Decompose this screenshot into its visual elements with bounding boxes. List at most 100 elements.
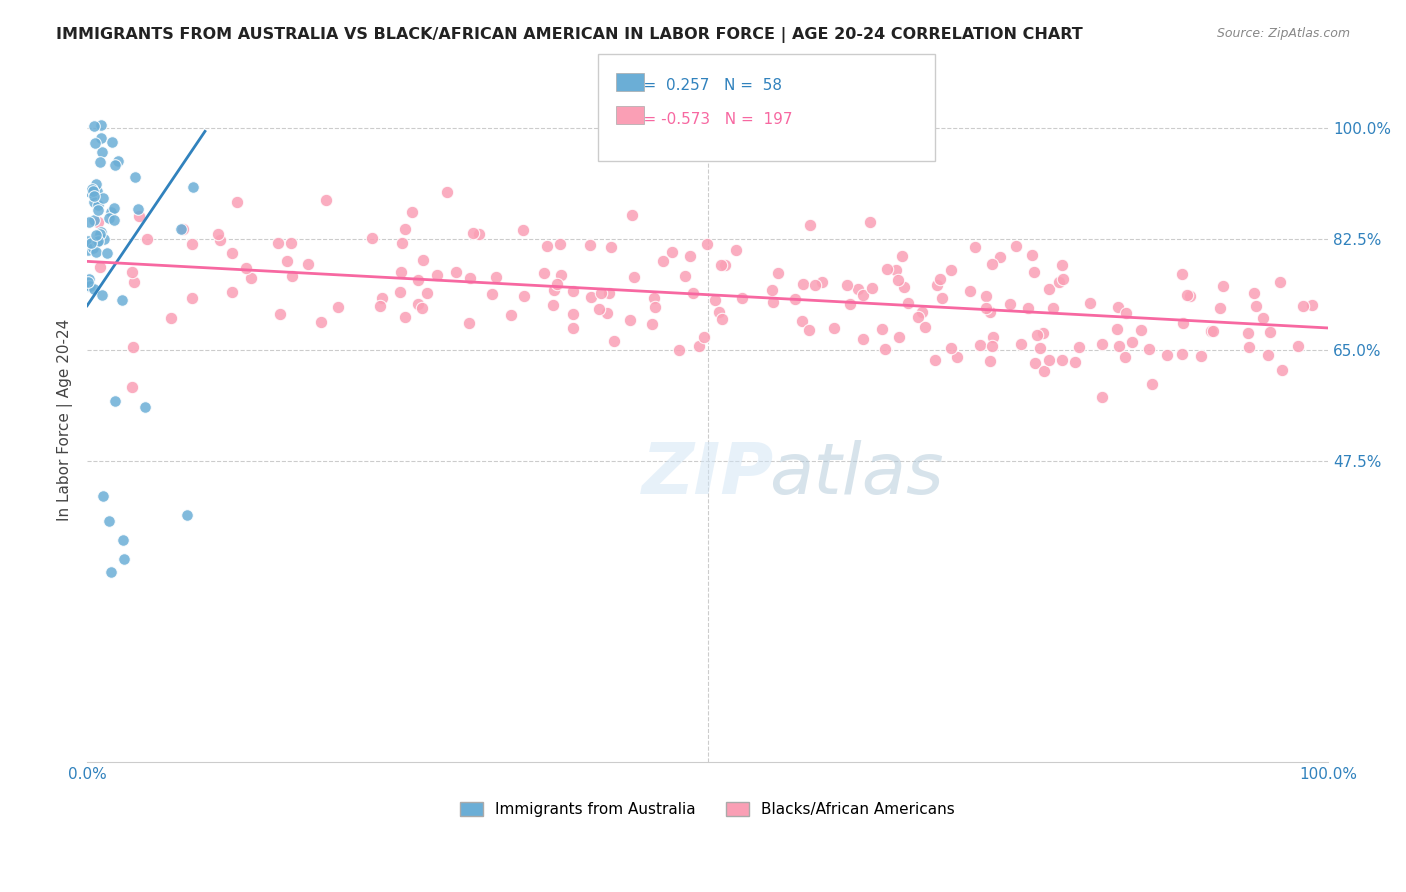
Blacks/African Americans — [122, 340, 145, 354]
Blacks/African Americans — [711, 311, 734, 326]
Blacks/African Americans — [1301, 298, 1323, 312]
Immigrants from Australia — [83, 119, 105, 133]
Blacks/African Americans — [709, 258, 731, 272]
Blacks/African Americans — [391, 236, 413, 251]
Immigrants from Australia — [97, 211, 120, 225]
Blacks/African Americans — [550, 268, 572, 282]
Blacks/African Americans — [1078, 295, 1101, 310]
Immigrants from Australia — [79, 185, 101, 199]
Blacks/African Americans — [513, 288, 536, 302]
Blacks/African Americans — [981, 257, 1004, 271]
Blacks/African Americans — [979, 305, 1001, 319]
Blacks/African Americans — [790, 314, 813, 328]
Blacks/African Americans — [862, 280, 884, 294]
Blacks/African Americans — [221, 246, 243, 260]
Blacks/African Americans — [543, 283, 565, 297]
Blacks/African Americans — [1175, 287, 1198, 301]
Text: IMMIGRANTS FROM AUSTRALIA VS BLACK/AFRICAN AMERICAN IN LABOR FORCE | AGE 20-24 C: IMMIGRANTS FROM AUSTRALIA VS BLACK/AFRIC… — [56, 27, 1083, 43]
Blacks/African Americans — [1243, 285, 1265, 300]
Blacks/African Americans — [804, 277, 827, 292]
Blacks/African Americans — [1156, 348, 1178, 362]
Blacks/African Americans — [707, 304, 730, 318]
Blacks/African Americans — [180, 236, 202, 251]
Blacks/African Americans — [267, 236, 290, 251]
Immigrants from Australia — [96, 246, 118, 260]
Legend: Immigrants from Australia, Blacks/African Americans: Immigrants from Australia, Blacks/Africa… — [454, 796, 962, 823]
Immigrants from Australia — [90, 131, 112, 145]
Blacks/African Americans — [136, 231, 159, 245]
Immigrants from Australia — [83, 189, 105, 203]
Blacks/African Americans — [988, 250, 1011, 264]
Blacks/African Americans — [371, 291, 394, 305]
Immigrants from Australia — [86, 235, 108, 249]
Blacks/African Americans — [1286, 339, 1309, 353]
Blacks/African Americans — [389, 265, 412, 279]
Blacks/African Americans — [965, 240, 987, 254]
Blacks/African Americans — [1024, 356, 1046, 370]
Blacks/African Americans — [838, 297, 860, 311]
Blacks/African Americans — [1107, 300, 1129, 314]
Blacks/African Americans — [929, 272, 952, 286]
Blacks/African Americans — [1105, 322, 1128, 336]
Blacks/African Americans — [1000, 297, 1022, 311]
Immigrants from Australia — [101, 136, 124, 150]
Blacks/African Americans — [235, 260, 257, 275]
Blacks/African Americans — [481, 287, 503, 301]
Blacks/African Americans — [1064, 355, 1087, 369]
Blacks/African Americans — [620, 208, 643, 222]
Blacks/African Americans — [914, 319, 936, 334]
Blacks/African Americans — [394, 310, 416, 325]
Blacks/African Americans — [852, 332, 875, 346]
Blacks/African Americans — [172, 222, 194, 236]
Blacks/African Americans — [89, 260, 111, 274]
Immigrants from Australia — [89, 155, 111, 169]
Blacks/African Americans — [890, 249, 912, 263]
Blacks/African Americans — [696, 237, 718, 252]
Blacks/African Americans — [907, 310, 929, 324]
Immigrants from Australia — [83, 194, 105, 209]
Blacks/African Americans — [1050, 353, 1073, 368]
Blacks/African Americans — [661, 245, 683, 260]
Blacks/African Americans — [463, 226, 485, 240]
Blacks/African Americans — [811, 275, 834, 289]
Blacks/African Americans — [619, 313, 641, 327]
Blacks/African Americans — [1189, 349, 1212, 363]
Blacks/African Americans — [240, 270, 263, 285]
Blacks/African Americans — [1052, 272, 1074, 286]
Immigrants from Australia — [104, 393, 127, 408]
Blacks/African Americans — [536, 239, 558, 253]
Immigrants from Australia — [103, 202, 125, 216]
Blacks/African Americans — [458, 271, 481, 285]
Immigrants from Australia — [77, 275, 100, 289]
Immigrants from Australia — [169, 222, 191, 236]
Blacks/African Americans — [946, 350, 969, 364]
Blacks/African Americans — [1033, 364, 1056, 378]
Blacks/African Americans — [416, 285, 439, 300]
Blacks/African Americans — [121, 265, 143, 279]
Blacks/African Americans — [713, 258, 735, 272]
Blacks/African Americans — [598, 286, 620, 301]
Blacks/African Americans — [893, 280, 915, 294]
Blacks/African Americans — [873, 343, 896, 357]
Blacks/African Americans — [589, 286, 612, 301]
Blacks/African Americans — [280, 268, 302, 283]
Immigrants from Australia — [91, 191, 114, 205]
Immigrants from Australia — [87, 229, 110, 244]
Blacks/African Americans — [761, 283, 783, 297]
Blacks/African Americans — [1258, 326, 1281, 340]
Blacks/African Americans — [673, 269, 696, 284]
Blacks/African Americans — [981, 330, 1004, 344]
Blacks/African Americans — [1130, 323, 1153, 337]
Immigrants from Australia — [77, 214, 100, 228]
Immigrants from Australia — [90, 119, 112, 133]
Immigrants from Australia — [183, 180, 205, 194]
Blacks/African Americans — [368, 300, 391, 314]
Blacks/African Americans — [209, 233, 232, 247]
Blacks/African Americans — [941, 341, 963, 355]
Immigrants from Australia — [124, 169, 146, 184]
Blacks/African Americans — [897, 296, 920, 310]
Blacks/African Americans — [276, 254, 298, 268]
Blacks/African Americans — [852, 288, 875, 302]
Blacks/African Americans — [603, 334, 626, 349]
Blacks/African Americans — [641, 317, 664, 331]
